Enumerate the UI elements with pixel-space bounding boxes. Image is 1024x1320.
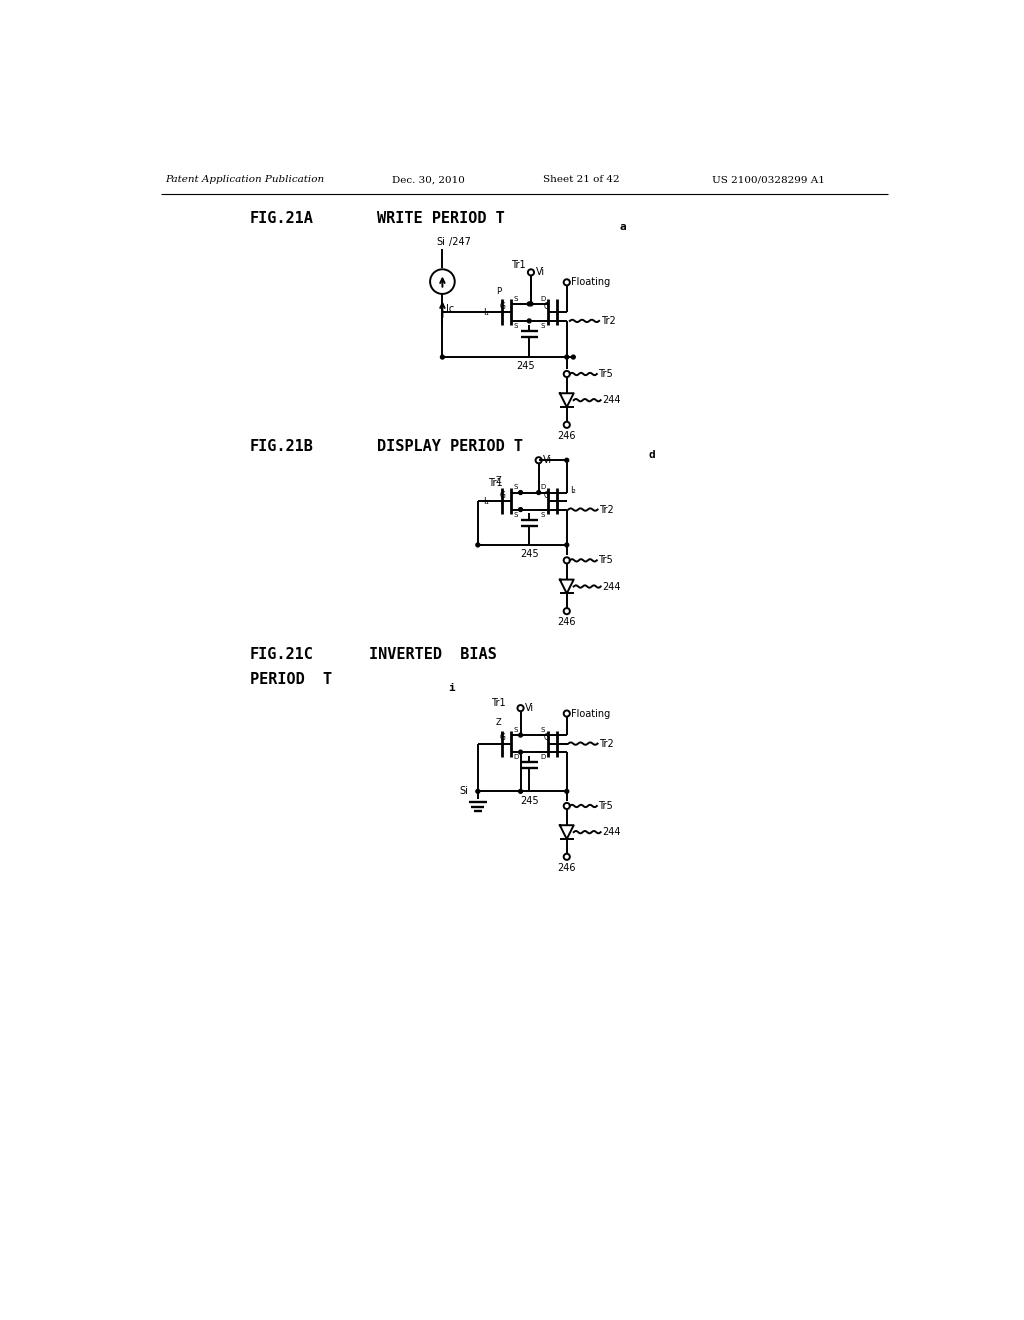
Text: 244: 244 [602,828,621,837]
Text: P: P [496,288,501,296]
Text: D: D [541,484,546,490]
Text: Patent Application Publication: Patent Application Publication [165,176,325,185]
Text: INVERTED  BIAS: INVERTED BIAS [370,647,497,663]
Text: D: D [541,755,546,760]
Text: S: S [513,323,518,329]
Circle shape [565,355,568,359]
Text: Tr1: Tr1 [487,478,503,488]
Text: D: D [513,755,518,760]
Circle shape [565,543,568,546]
Text: I₁: I₁ [482,496,488,506]
Circle shape [527,302,531,306]
Circle shape [537,491,541,495]
Circle shape [565,789,568,793]
Text: Tr5: Tr5 [598,556,613,565]
Text: PERIOD  T: PERIOD T [250,672,332,686]
Text: Tr1: Tr1 [492,698,506,708]
Text: Ic: Ic [446,304,455,314]
Text: Tr5: Tr5 [598,801,613,810]
Text: S: S [513,484,518,490]
Text: Tr5: Tr5 [598,370,613,379]
Circle shape [518,508,522,511]
Circle shape [518,750,522,754]
Circle shape [518,491,522,495]
Text: DISPLAY PERIOD T: DISPLAY PERIOD T [377,440,523,454]
Text: G: G [500,302,506,312]
Circle shape [476,543,480,546]
Text: Sheet 21 of 42: Sheet 21 of 42 [543,176,620,185]
Text: G: G [500,491,506,499]
Text: Vi: Vi [544,455,552,465]
Text: Tr2: Tr2 [601,315,615,326]
Text: US 2100/0328299 A1: US 2100/0328299 A1 [712,176,824,185]
Circle shape [440,355,444,359]
Text: Vi: Vi [536,268,545,277]
Text: Tr2: Tr2 [599,739,613,748]
Text: Si: Si [460,787,468,796]
Circle shape [565,458,568,462]
Text: /247: /247 [449,236,470,247]
Text: Tr2: Tr2 [599,504,613,515]
Circle shape [518,789,522,793]
Text: S: S [541,512,545,517]
Text: Floating: Floating [571,277,610,288]
Text: FIG.21B: FIG.21B [250,440,313,454]
Text: 244: 244 [602,395,621,405]
Text: I₂: I₂ [569,486,575,495]
Circle shape [476,789,480,793]
Circle shape [529,302,532,306]
Text: Si: Si [436,236,445,247]
Text: S: S [541,323,545,329]
Text: 246: 246 [557,862,577,873]
Text: 244: 244 [602,582,621,591]
Text: Vi: Vi [525,704,535,713]
Text: S: S [541,727,545,733]
Text: S: S [513,512,518,517]
Text: WRITE PERIOD T: WRITE PERIOD T [377,211,505,226]
Text: Z: Z [496,718,502,727]
Text: 245: 245 [520,549,539,560]
Circle shape [518,733,522,737]
Text: 245: 245 [520,796,539,805]
Text: G: G [544,491,549,499]
Text: Dec. 30, 2010: Dec. 30, 2010 [392,176,465,185]
Text: FIG.21A: FIG.21A [250,211,313,226]
Text: d: d [649,450,655,461]
Text: FIG.21C: FIG.21C [250,647,313,663]
Text: 246: 246 [557,430,577,441]
Text: 246: 246 [557,616,577,627]
Circle shape [571,355,575,359]
Text: D: D [541,296,546,301]
Text: S: S [513,296,518,301]
Circle shape [527,319,531,323]
Text: S: S [513,727,518,733]
Text: G: G [544,733,549,742]
Text: 245: 245 [516,362,535,371]
Text: Tr1: Tr1 [511,260,525,271]
Text: G: G [500,733,506,742]
Text: a: a [620,222,627,231]
Text: Floating: Floating [571,709,610,718]
Text: Z: Z [496,477,502,484]
Text: G: G [544,302,549,312]
Text: i: i [447,682,455,693]
Text: I₁: I₁ [482,308,488,317]
